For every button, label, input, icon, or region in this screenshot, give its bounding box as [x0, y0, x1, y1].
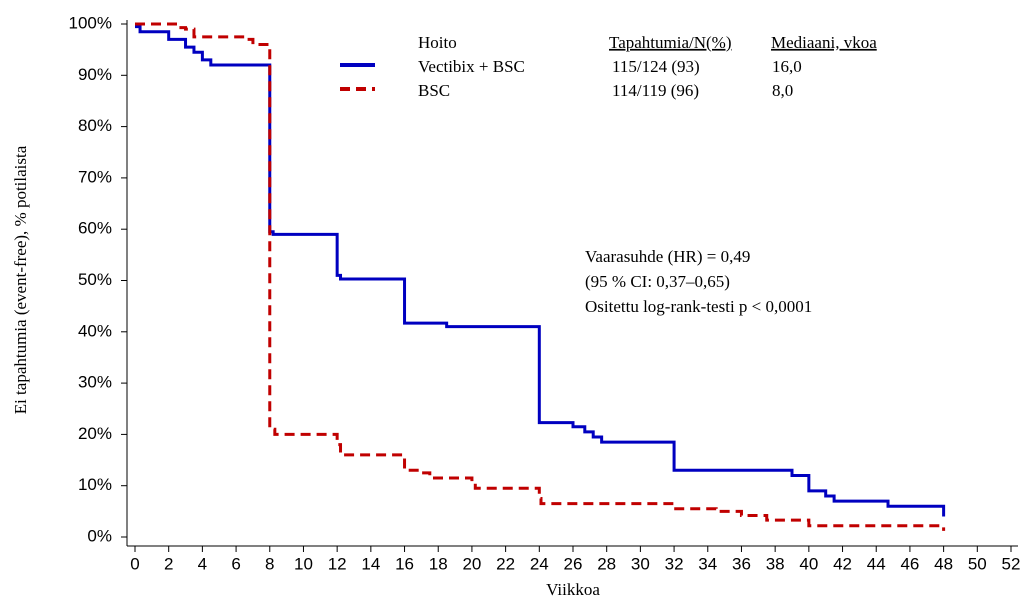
x-tick-label: 0 — [130, 554, 139, 573]
x-tick-label: 48 — [934, 554, 953, 573]
x-tick-label: 42 — [833, 554, 852, 573]
x-tick-label: 32 — [665, 554, 684, 573]
x-tick-label: 8 — [265, 554, 274, 573]
legend-header: Hoito — [418, 33, 457, 52]
y-axis-title: Ei tapahtumia (event-free), % potilaista — [11, 145, 30, 414]
y-tick-label: 30% — [78, 373, 112, 392]
x-tick-label: 24 — [530, 554, 549, 573]
y-tick-label: 70% — [78, 167, 112, 186]
legend-median: 8,0 — [772, 81, 793, 100]
y-tick-label: 60% — [78, 219, 112, 238]
y-tick-label: 80% — [78, 116, 112, 135]
survival-curve — [135, 25, 946, 517]
x-tick-label: 2 — [164, 554, 173, 573]
x-tick-label: 52 — [1002, 554, 1021, 573]
survival-curve — [135, 22, 946, 531]
annotation: Ositettu log-rank-testi p < 0,0001 — [585, 297, 812, 316]
x-tick-label: 28 — [597, 554, 616, 573]
legend-label: BSC — [418, 81, 450, 100]
x-tick-label: 4 — [198, 554, 207, 573]
legend-events: 114/119 (96) — [612, 81, 699, 100]
x-tick-label: 26 — [564, 554, 583, 573]
annotation: (95 % CI: 0,37–0,65) — [585, 272, 730, 291]
y-tick-label: 100% — [69, 13, 112, 32]
x-tick-label: 22 — [496, 554, 515, 573]
x-tick-label: 10 — [294, 554, 313, 573]
x-tick-label: 30 — [631, 554, 650, 573]
x-tick-label: 40 — [799, 554, 818, 573]
legend-median: 16,0 — [772, 57, 802, 76]
y-tick-label: 40% — [78, 321, 112, 340]
y-tick-label: 20% — [78, 424, 112, 443]
legend-events: 115/124 (93) — [612, 57, 700, 76]
x-tick-label: 20 — [462, 554, 481, 573]
x-tick-label: 34 — [698, 554, 717, 573]
x-tick-label: 14 — [361, 554, 380, 573]
x-tick-label: 16 — [395, 554, 414, 573]
y-tick-label: 0% — [87, 526, 112, 545]
x-axis-title: Viikkoa — [546, 580, 600, 599]
y-tick-label: 90% — [78, 65, 112, 84]
x-tick-label: 6 — [231, 554, 240, 573]
x-tick-label: 44 — [867, 554, 886, 573]
x-tick-label: 36 — [732, 554, 751, 573]
legend-label: Vectibix + BSC — [418, 57, 525, 76]
legend-header: Tapahtumia/N(%) — [609, 33, 732, 52]
x-tick-label: 50 — [968, 554, 987, 573]
x-tick-label: 12 — [328, 554, 347, 573]
x-tick-label: 38 — [766, 554, 785, 573]
x-tick-label: 46 — [900, 554, 919, 573]
x-tick-label: 18 — [429, 554, 448, 573]
annotation: Vaarasuhde (HR) = 0,49 — [585, 247, 750, 266]
legend-header: Mediaani, vkoa — [771, 33, 877, 52]
y-tick-label: 10% — [78, 475, 112, 494]
y-tick-label: 50% — [78, 270, 112, 289]
